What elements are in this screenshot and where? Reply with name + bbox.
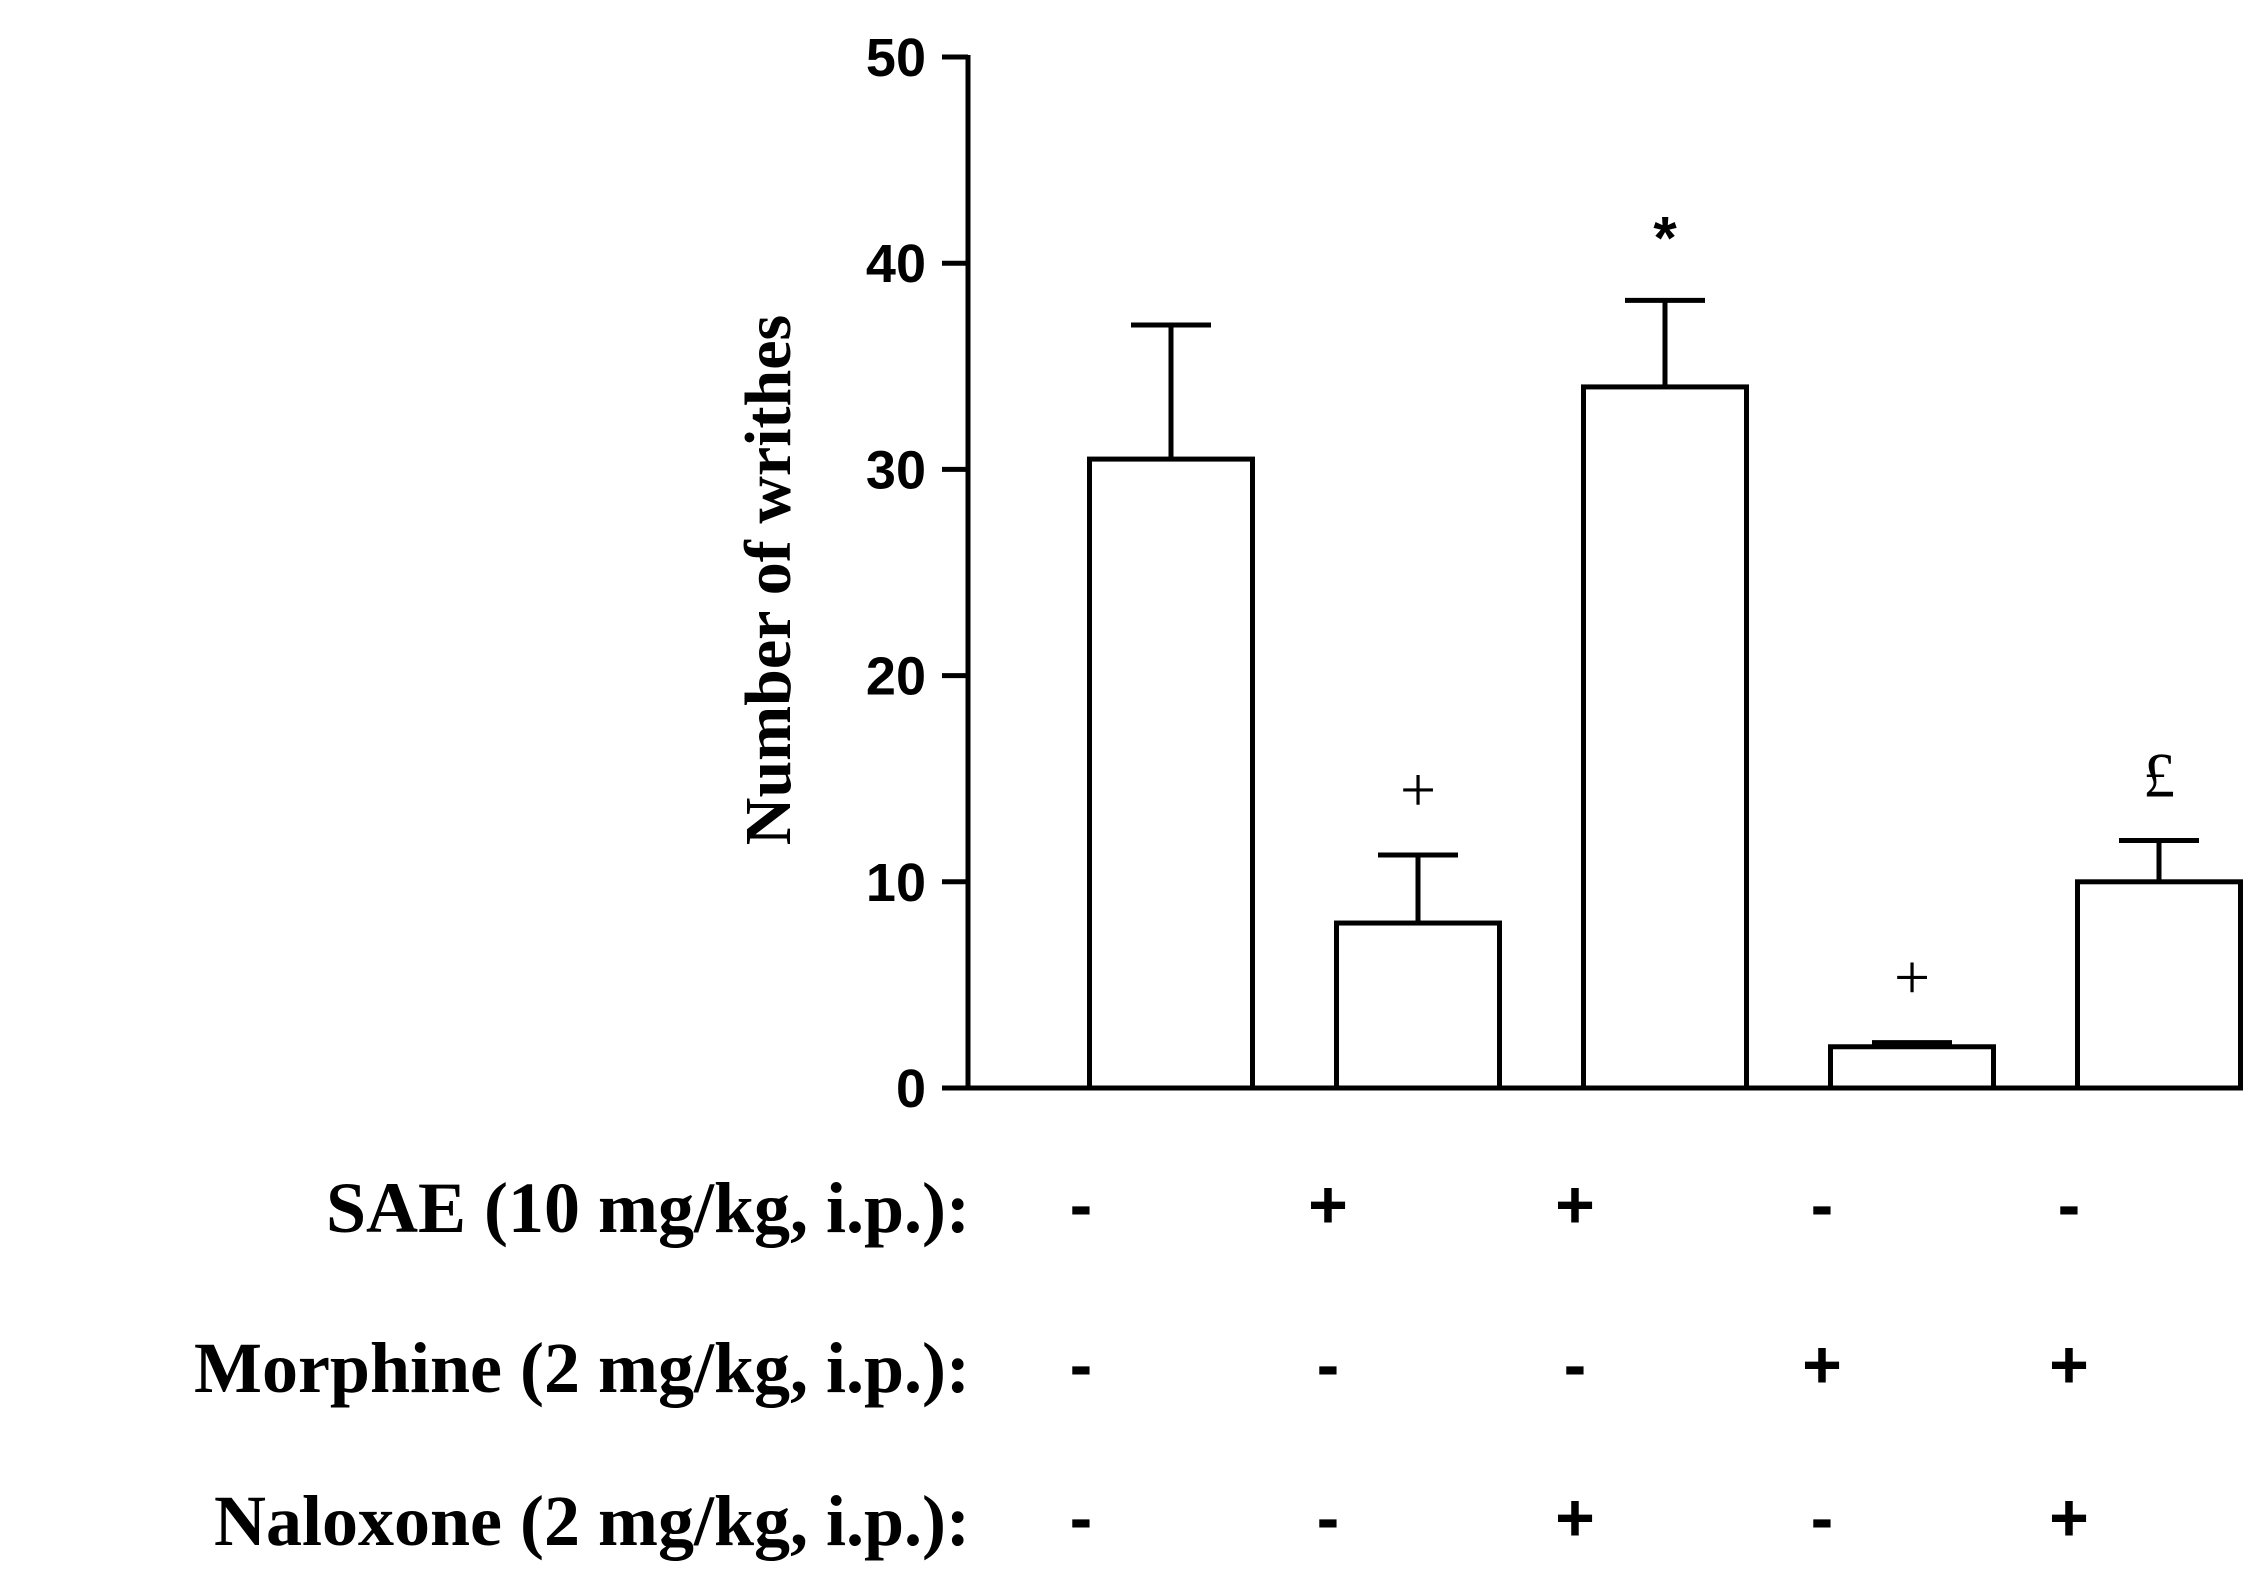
treatment-sign: -: [1811, 1480, 1834, 1556]
bar: [2075, 879, 2243, 1091]
y-tick-label: 40: [866, 234, 926, 294]
treatment-sign: -: [1070, 1480, 1093, 1556]
treatment-table: SAE (10 mg/kg, i.p.): - + + - - Morphine (2 mg…: [194, 1167, 2089, 1561]
bars: [1087, 384, 2243, 1091]
treatment-sign: +: [2049, 1480, 2089, 1556]
y-tick-label: 10: [866, 853, 926, 913]
treatment-sign: +: [1555, 1480, 1595, 1556]
y-axis-label: Number of writhes: [732, 315, 805, 845]
treatment-row-label: Morphine (2 mg/kg, i.p.):: [194, 1328, 970, 1408]
treatment-sign: +: [1308, 1167, 1348, 1243]
treatment-sign: +: [1555, 1167, 1595, 1243]
error-bars: [1131, 297, 2199, 1047]
treatment-row-label: SAE (10 mg/kg, i.p.):: [326, 1168, 970, 1248]
treatment-sign: +: [1802, 1327, 1842, 1403]
significance-marker: £: [2143, 740, 2175, 811]
treatment-sign: -: [1070, 1167, 1093, 1243]
bar: [1087, 456, 1255, 1091]
treatment-sign: -: [1070, 1327, 1093, 1403]
annotations: + * + £: [1400, 204, 2175, 1012]
y-tick-label: 20: [866, 647, 926, 707]
significance-marker: *: [1653, 204, 1677, 271]
significance-marker: +: [1894, 942, 1930, 1013]
treatment-sign: -: [1317, 1480, 1340, 1556]
treatment-sign: -: [2058, 1167, 2081, 1243]
y-tick-label: 30: [866, 440, 926, 500]
bar: [1581, 384, 1749, 1091]
y-tick-label: 50: [866, 28, 926, 88]
treatment-sign: -: [1317, 1327, 1340, 1403]
bar: [1334, 920, 1502, 1091]
y-ticks: 0 10 20 30 40 50: [866, 28, 968, 1119]
treatment-sign: +: [2049, 1327, 2089, 1403]
treatment-sign: -: [1564, 1327, 1587, 1403]
treatment-row-label: Naloxone (2 mg/kg, i.p.):: [214, 1481, 970, 1561]
bar: [1828, 1044, 1996, 1091]
y-tick-label: 0: [896, 1059, 926, 1119]
significance-marker: +: [1400, 754, 1436, 825]
treatment-sign: -: [1811, 1167, 1834, 1243]
